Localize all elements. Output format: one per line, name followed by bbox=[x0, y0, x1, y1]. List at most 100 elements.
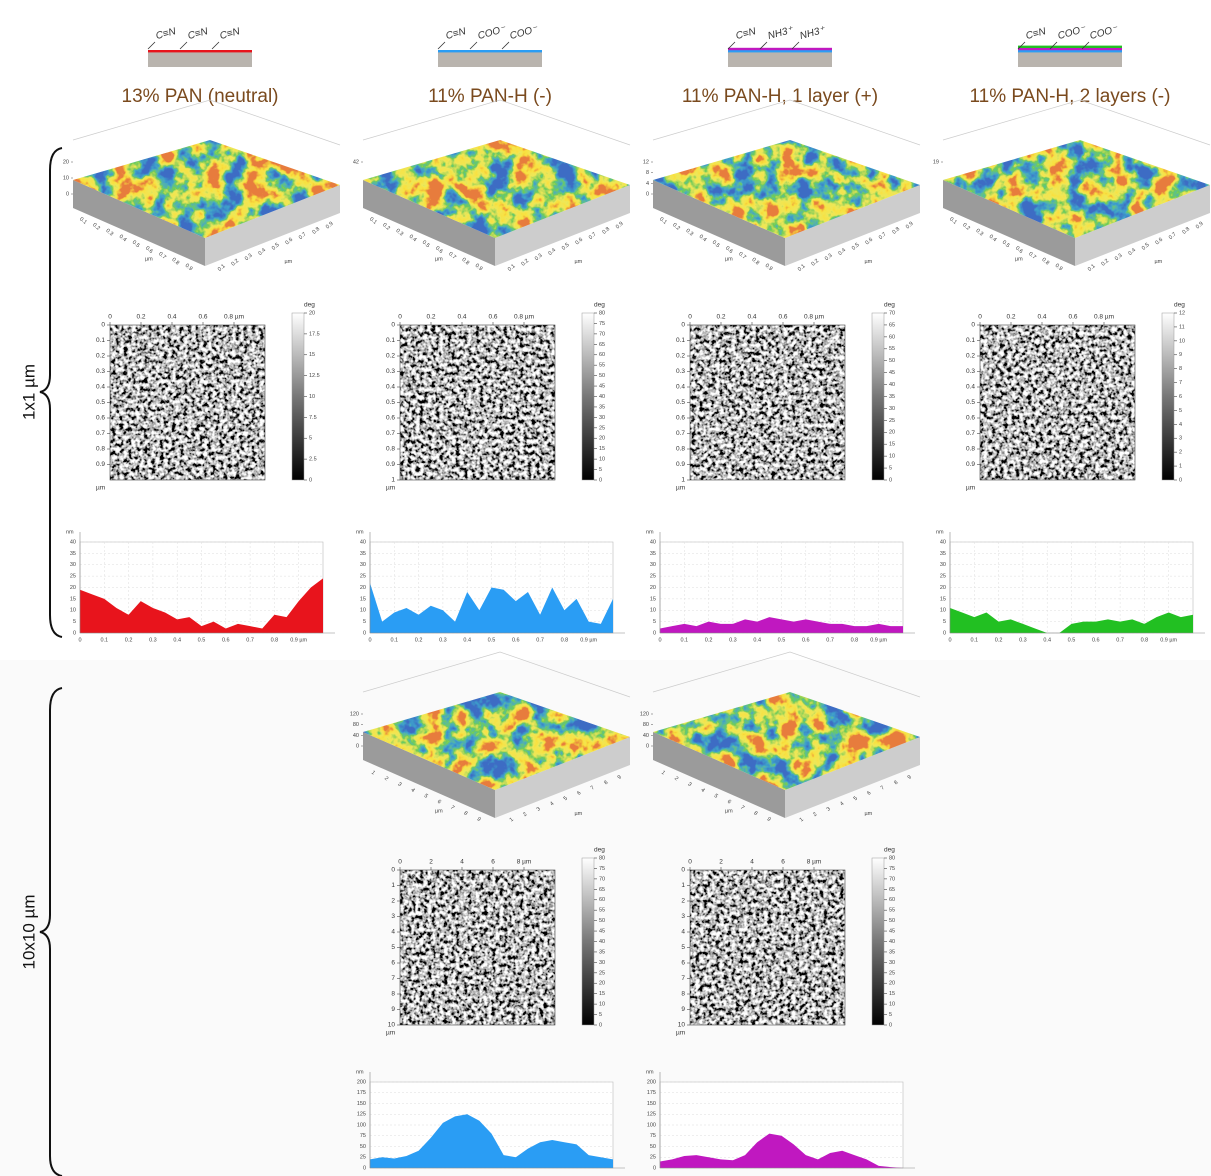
y-tick-label: 35 bbox=[940, 551, 946, 557]
layer bbox=[728, 48, 832, 50]
x-tick-label: 0 bbox=[398, 314, 402, 321]
colorbar-unit: deg bbox=[304, 302, 315, 309]
z-tick-label: 80 bbox=[353, 722, 359, 728]
colorbar-tick-label: 45 bbox=[599, 929, 605, 935]
colorbar-tick-label: 50 bbox=[889, 358, 895, 364]
x-tick-label: 0.7 bbox=[1116, 637, 1124, 643]
x-tick-label: 0.4 bbox=[167, 314, 176, 321]
colorbar-tick-label: 35 bbox=[889, 394, 895, 400]
x-tick-label: 0.6 bbox=[512, 637, 520, 643]
axis-unit: µm bbox=[386, 485, 395, 492]
z-tick-label: 120 bbox=[350, 711, 359, 717]
colorbar-tick-label: 15 bbox=[599, 446, 605, 452]
y-tick-label: 0.3 bbox=[386, 368, 395, 375]
x-tick-label: 0.8 bbox=[1141, 637, 1149, 643]
z-tick-label: 0 bbox=[646, 743, 649, 749]
phase-image bbox=[400, 870, 555, 1025]
x-tick-label: 0.9 µm bbox=[290, 637, 307, 643]
axis-unit: µm bbox=[865, 259, 873, 265]
y-tick-label: 0.4 bbox=[386, 384, 395, 391]
colorbar-tick-label: 80 bbox=[599, 855, 605, 861]
y-tick-label: 10 bbox=[650, 608, 656, 614]
colorbar-tick-label: 70 bbox=[889, 310, 895, 316]
y-tick-label: 0.9 bbox=[676, 461, 685, 468]
axis-unit: µm bbox=[575, 259, 583, 265]
colorbar-tick-label: 9 bbox=[1179, 352, 1182, 358]
y-tick-label: 8 bbox=[681, 991, 685, 998]
colorbar-tick-label: 70 bbox=[889, 876, 895, 882]
colorbar-tick-label: 10 bbox=[309, 394, 315, 400]
y-tick-label: 0 bbox=[363, 630, 366, 636]
colorbar-tick-label: 11 bbox=[1179, 324, 1185, 330]
y-tick-label: 3 bbox=[681, 913, 685, 920]
x-tick-label: 0.2 bbox=[136, 314, 145, 321]
colorbar-tick-label: 45 bbox=[599, 384, 605, 390]
y-unit: nm bbox=[936, 529, 944, 535]
x-tick-label: 0.4 bbox=[1043, 637, 1051, 643]
y-tick-label: 15 bbox=[360, 596, 366, 602]
y-tick-label: 0.1 bbox=[966, 337, 975, 344]
x-tick-label: 0.5 bbox=[778, 637, 786, 643]
colorbar-tick-label: 17.5 bbox=[309, 331, 320, 337]
x-tick-label: 0.3 bbox=[729, 637, 737, 643]
y-tick-label: 20 bbox=[650, 585, 656, 591]
x-tick-label: 0.2 bbox=[125, 637, 133, 643]
x-tick-label: 0.1 bbox=[390, 637, 398, 643]
colorbar-tick-label: 40 bbox=[889, 382, 895, 388]
y-tick-label: 0.1 bbox=[96, 337, 105, 344]
x-tick-label: 0.6 bbox=[778, 314, 787, 321]
x-tick-label: 0 bbox=[108, 314, 112, 321]
figure: 1x1 µm 10x10 µm C≡NC≡NC≡N13% PAN (neutra… bbox=[0, 0, 1211, 1176]
x-tick-label: 8 µm bbox=[807, 859, 822, 866]
x-tick-label: 0.8 µm bbox=[224, 314, 244, 321]
colorbar-tick-label: 5 bbox=[309, 436, 312, 442]
colorbar-tick-label: 5 bbox=[599, 467, 602, 473]
layer bbox=[148, 50, 252, 52]
colorbar-tick-label: 2 bbox=[1179, 450, 1182, 456]
y-tick-label: 0.7 bbox=[676, 430, 685, 437]
x-tick-label: 0.7 bbox=[246, 637, 254, 643]
colorbar-tick-label: 20 bbox=[599, 981, 605, 987]
z-tick-label: 19 bbox=[933, 159, 939, 165]
y-tick-label: 0.3 bbox=[96, 368, 105, 375]
colorbar-tick-label: 10 bbox=[599, 1002, 605, 1008]
x-tick-label: 0.6 bbox=[198, 314, 207, 321]
y-tick-label: 0.9 bbox=[966, 461, 975, 468]
x-tick-label: 0 bbox=[688, 859, 692, 866]
x-tick-label: 0.4 bbox=[173, 637, 181, 643]
column-title: 13% PAN (neutral) bbox=[122, 86, 279, 107]
y-tick-label: 5 bbox=[391, 944, 395, 951]
colorbar-tick-label: 30 bbox=[889, 960, 895, 966]
y-tick-label: 25 bbox=[360, 574, 366, 580]
x-tick-label: 8 µm bbox=[517, 859, 532, 866]
x-tick-label: 0.2 bbox=[705, 637, 713, 643]
y-tick-label: 0 bbox=[391, 867, 395, 874]
y-tick-label: 9 bbox=[391, 1006, 395, 1013]
x-tick-label: 0 bbox=[368, 637, 371, 643]
colorbar-unit: deg bbox=[594, 847, 605, 854]
y-tick-label: 40 bbox=[70, 539, 76, 545]
y-tick-label: 75 bbox=[360, 1133, 366, 1139]
y-tick-label: 0.4 bbox=[966, 384, 975, 391]
x-tick-label: 0.7 bbox=[536, 637, 544, 643]
x-tick-label: 0.3 bbox=[149, 637, 157, 643]
y-tick-label: 150 bbox=[357, 1101, 366, 1107]
column-title: 11% PAN-H, 2 layers (-) bbox=[970, 86, 1171, 107]
y-unit: nm bbox=[356, 1069, 364, 1075]
y-tick-label: 35 bbox=[650, 551, 656, 557]
y-tick-label: 0 bbox=[363, 1165, 366, 1171]
y-tick-label: 25 bbox=[650, 1155, 656, 1161]
x-tick-label: 0 bbox=[948, 637, 951, 643]
colorbar-tick-label: 4 bbox=[1179, 422, 1182, 428]
colorbar bbox=[582, 313, 594, 480]
x-tick-label: 0.2 bbox=[426, 314, 435, 321]
colorbar-tick-label: 40 bbox=[889, 939, 895, 945]
colorbar-tick-label: 7 bbox=[1179, 380, 1182, 386]
x-tick-label: 2 bbox=[429, 859, 433, 866]
y-tick-label: 5 bbox=[653, 619, 656, 625]
substrate bbox=[438, 52, 542, 67]
axis-unit: µm bbox=[676, 485, 685, 492]
colorbar-tick-label: 7.5 bbox=[309, 415, 317, 421]
y-tick-label: 25 bbox=[360, 1155, 366, 1161]
layer bbox=[1018, 50, 1122, 52]
